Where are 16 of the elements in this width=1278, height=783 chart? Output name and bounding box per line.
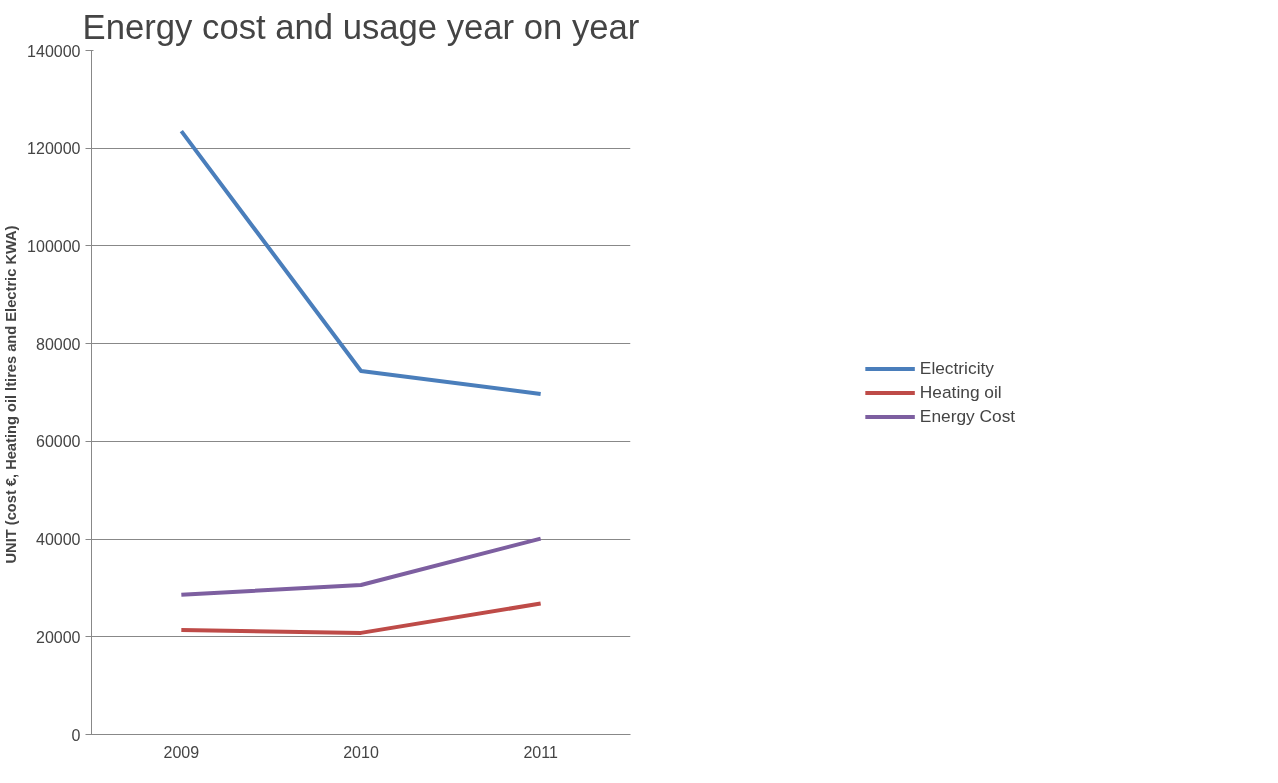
y-tick-label: 20000 — [36, 628, 81, 646]
y-tick-label: 80000 — [36, 335, 81, 353]
y-axis-title: UNIT (cost €, Heating oil ltires and Electric KWA) — [3, 225, 20, 564]
y-tick-label: 120000 — [27, 140, 81, 158]
x-tick-label: 2011 — [523, 743, 558, 761]
y-tick-label: 40000 — [36, 531, 81, 549]
y-tick-label: 100000 — [27, 237, 81, 255]
y-tick-label: 0 — [71, 726, 81, 744]
legend-label: Electricity — [919, 357, 994, 379]
chart-title: Energy cost and usage year on year — [82, 7, 640, 46]
x-tick-label: 2010 — [343, 743, 379, 761]
y-tick-label: 140000 — [27, 42, 81, 60]
legend-label: Heating oil — [919, 381, 1002, 403]
x-tick-label: 2009 — [163, 743, 200, 761]
legend-label: Energy Cost — [919, 405, 1016, 427]
y-tick-label: 60000 — [36, 433, 81, 451]
